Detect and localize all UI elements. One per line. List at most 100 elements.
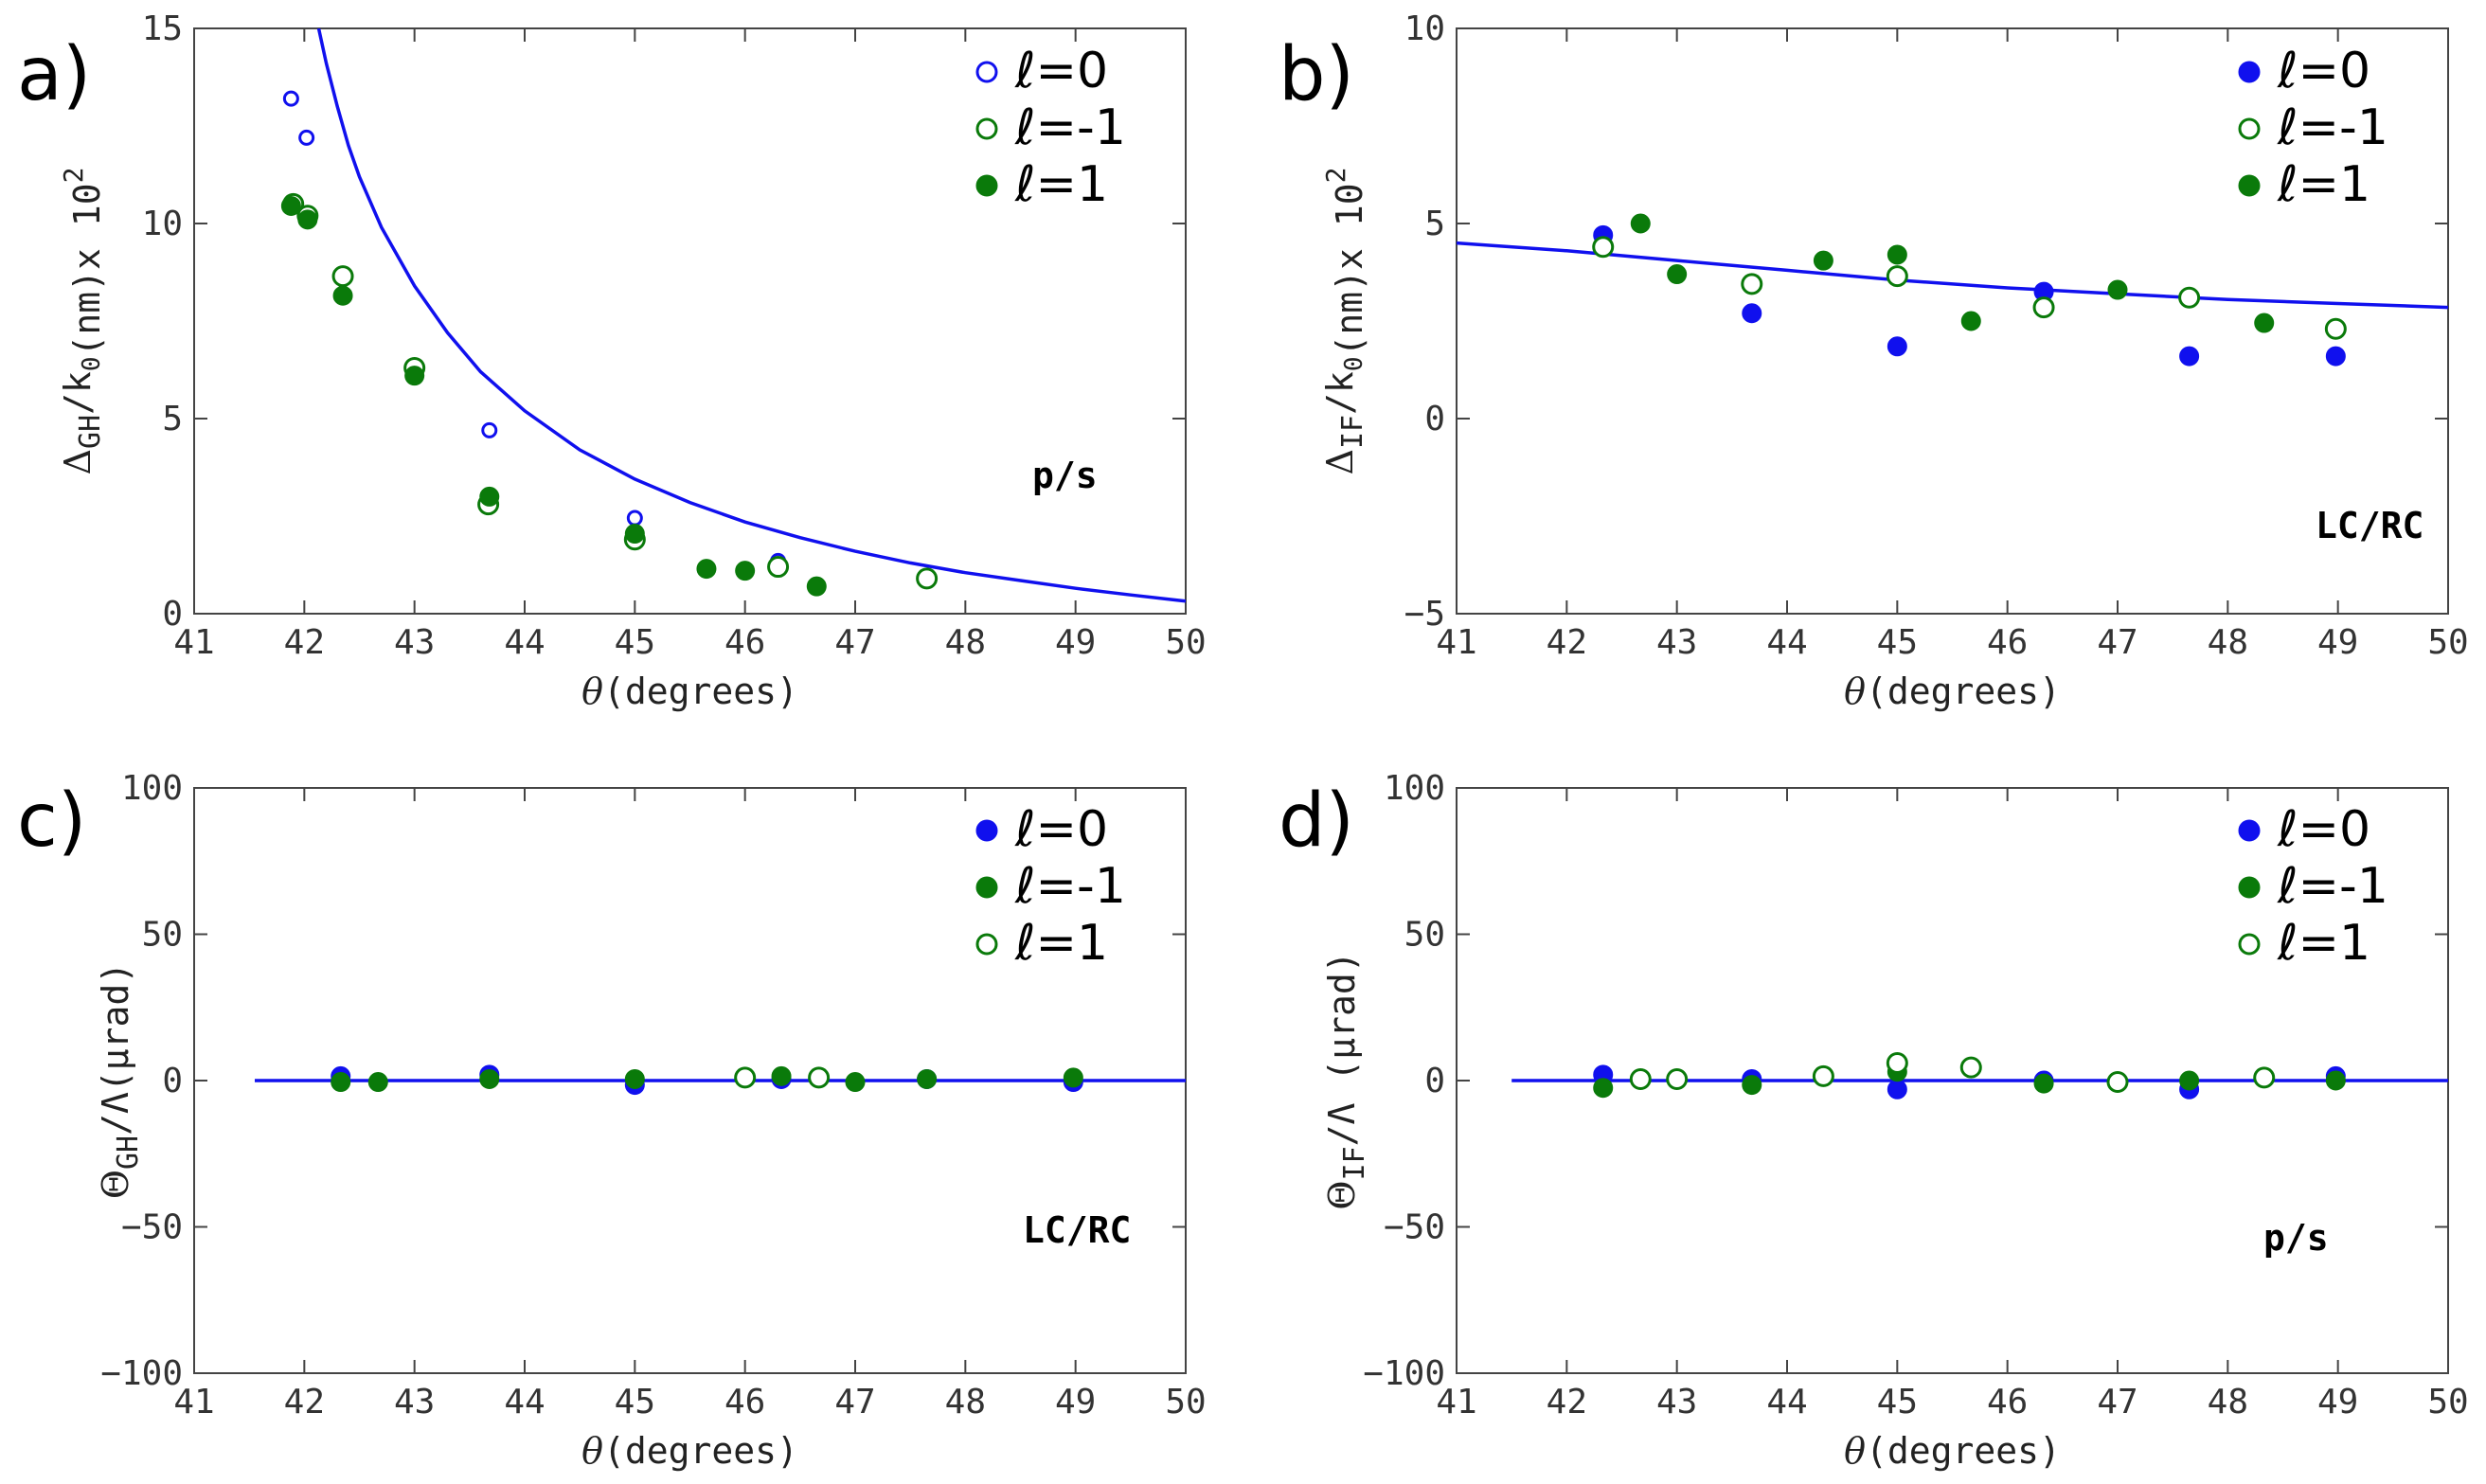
legend: ℓ=0ℓ=-1ℓ=1 [975,43,1126,213]
legend-marker [975,61,998,83]
y-axis-label: ΘGH/Λ(μrad) [95,962,145,1199]
x-tick-label: 43 [394,1383,435,1421]
y-tick-label: 100 [121,769,183,808]
data-point [2324,317,2347,340]
panel-b: 41 42 43 44 45 46 47 48 49 50 −5 0 5 10 θ(degrees) ΔIF/… [1279,9,2469,712]
x-tick-label: 45 [1877,1383,1918,1421]
data-point [1887,244,1907,265]
x-tick-label: 45 [1877,623,1918,662]
data-point [1667,264,1688,285]
data-point [479,1068,500,1089]
legend-label: ℓ=0 [2277,801,2370,858]
data-point [624,1068,645,1089]
data-point [1887,1079,1907,1100]
x-tick-label: 44 [504,1383,545,1421]
data-point [2107,279,2128,300]
theory-curve [316,28,1186,603]
x-tick-label: 42 [284,1383,325,1421]
x-tick-label: 41 [173,623,214,662]
x-tick-label: 50 [1165,1383,1206,1421]
legend-label: ℓ=-1 [2277,858,2388,915]
data-point [624,524,645,545]
x-tick-label: 43 [1656,623,1697,662]
panel-c: 41 42 43 44 45 46 47 48 49 50 −100 −50 0 50 100 θ(degre… [17,769,1207,1472]
data-point [2179,346,2200,367]
data-point [1959,1056,1982,1079]
data-point [2106,1071,2129,1094]
y-tick-label: 0 [1424,400,1445,438]
x-tick-label: 46 [724,1383,765,1421]
x-tick-label: 47 [2097,623,2137,662]
y-axis-label: ΔGH/k0(nm)x 102 [57,168,108,475]
data-point [1593,1078,1614,1099]
legend: ℓ=0ℓ=-1ℓ=1 [975,801,1126,972]
legend-marker [975,876,998,899]
x-tick-label: 43 [394,623,435,662]
y-axis-label: ΔIF/k0(nm)x 102 [1319,168,1370,475]
data-point [479,486,500,507]
data-point [696,559,717,580]
x-tick-label: 42 [1547,623,1587,662]
y-tick-label: 10 [1404,9,1445,48]
panel-label: b) [1279,32,1354,117]
legend-marker [975,933,998,956]
data-point [1960,311,1981,331]
polarization-annotation: p/s [1032,455,1098,496]
data-point [916,567,939,590]
legend-marker [2238,174,2261,197]
legend-label: ℓ=-1 [1014,99,1126,156]
data-point [2178,286,2201,309]
y-tick-label: 10 [142,205,183,243]
x-tick-label: 41 [1436,623,1476,662]
x-tick-label: 49 [2317,1383,2358,1421]
data-point [2253,1066,2276,1089]
polarization-annotation: LC/RC [1023,1209,1131,1251]
polarization-annotation: p/s [2263,1217,2329,1259]
data-point [282,90,299,107]
data-point [1886,1051,1908,1074]
x-tick-label: 49 [1055,623,1096,662]
series-2 [1629,1051,2276,1094]
polarization-annotation: LC/RC [2316,505,2423,546]
legend-label: ℓ=1 [2277,915,2370,972]
data-point [845,1072,866,1093]
data-point [1887,336,1907,357]
data-point [1812,1064,1834,1087]
series-0 [1593,224,2346,367]
data-point [806,576,827,597]
x-tick-label: 44 [1766,1383,1807,1421]
legend-label: ℓ=0 [1014,43,1108,99]
panel-label: c) [17,778,86,864]
data-point [1741,273,1763,295]
data-point [1886,265,1908,288]
data-point [1592,236,1615,259]
data-point [2254,313,2275,333]
legend-marker [2238,933,2261,956]
y-tick-label: 50 [142,916,183,955]
data-point [808,1066,831,1089]
data-point [297,209,318,230]
legend-label: ℓ=-1 [2277,99,2388,156]
theory-curve [1457,241,2448,310]
series-1 [282,192,939,590]
legend-marker [2238,819,2261,842]
data-point [1629,1067,1652,1090]
x-tick-label: 47 [834,623,875,662]
x-tick-label: 44 [504,623,545,662]
y-tick-label: −50 [121,1208,183,1247]
y-tick-label: 15 [142,9,183,48]
series-1 [331,1065,1083,1093]
data-point [2032,296,2055,319]
x-tick-label: 50 [1165,623,1206,662]
data-point [1742,303,1762,324]
y-tick-label: −50 [1384,1208,1445,1247]
legend-marker [975,819,998,842]
data-point [404,366,425,386]
x-axis-label: θ(degrees) [581,670,798,712]
x-tick-label: 44 [1766,623,1807,662]
y-tick-label: 100 [1384,769,1445,808]
y-tick-label: 50 [1404,916,1445,955]
y-tick-label: 5 [1424,205,1445,243]
x-tick-label: 47 [2097,1383,2137,1421]
